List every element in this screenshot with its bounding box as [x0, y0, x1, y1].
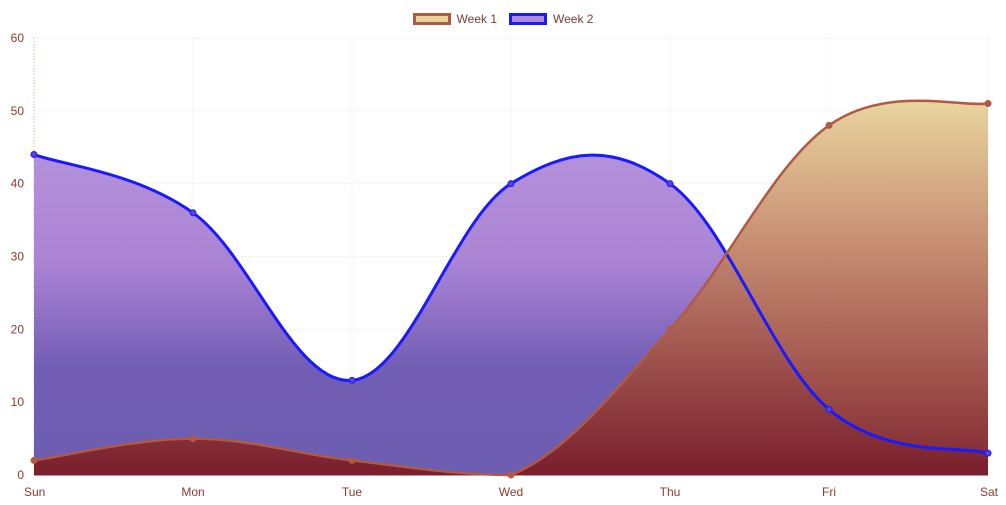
data-point-1	[984, 100, 992, 108]
data-point-1	[189, 435, 197, 443]
legend-item-week-2[interactable]: Week 2	[509, 12, 593, 26]
legend-swatch-week-2	[509, 13, 547, 25]
data-point-1	[825, 121, 833, 129]
data-point-1	[666, 325, 674, 333]
y-tick-label: 40	[11, 177, 25, 191]
data-point-2	[189, 209, 197, 217]
legend-label-week-1: Week 1	[456, 12, 497, 26]
data-point-1	[30, 456, 38, 464]
data-point-2	[666, 180, 674, 188]
x-tick-label: Tue	[342, 485, 363, 499]
y-tick-label: 60	[11, 31, 25, 45]
y-tick-label: 10	[11, 395, 25, 409]
y-tick-label: 30	[11, 250, 25, 264]
data-point-1	[507, 471, 515, 479]
x-tick-label: Thu	[660, 485, 681, 499]
y-tick-label: 0	[17, 468, 24, 482]
legend-swatch-week-1	[412, 13, 451, 25]
x-tick-label: Sun	[24, 485, 45, 499]
x-tick-label: Fri	[822, 485, 836, 499]
x-tick-label: Mon	[181, 485, 204, 499]
data-point-2	[507, 180, 515, 188]
y-tick-label: 50	[11, 104, 25, 118]
data-point-2	[825, 405, 833, 413]
series-line-2	[33, 153, 989, 455]
legend: Week 1 Week 2	[0, 12, 1006, 26]
data-point-1	[348, 456, 356, 464]
legend-item-week-1[interactable]: Week 1	[412, 12, 497, 26]
y-tick-label: 20	[11, 322, 25, 336]
legend-label-week-2: Week 2	[553, 12, 594, 26]
data-point-2	[348, 376, 356, 384]
area-fill-1	[34, 100, 988, 475]
x-tick-label: Wed	[499, 485, 523, 499]
data-point-2	[30, 151, 38, 159]
data-point-2	[984, 449, 992, 457]
x-tick-label: Sat	[980, 485, 999, 499]
